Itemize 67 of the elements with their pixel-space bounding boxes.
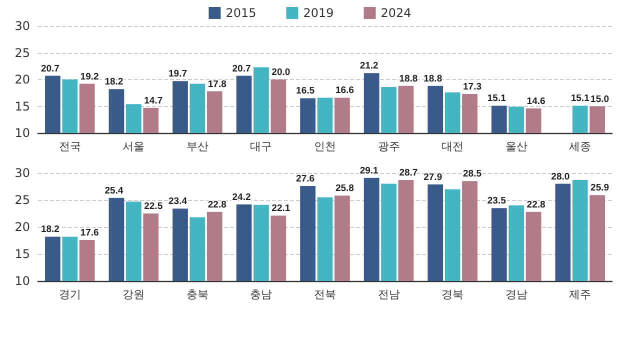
data-label: 20.7 [40,63,60,74]
x-tick-label: 울산 [505,140,528,153]
data-label: 14.7 [144,95,163,106]
legend-label: 2024 [380,6,412,20]
x-tick-label: 부산 [186,140,208,153]
y-tick-label: 30 [14,19,30,33]
y-tick-label: 20 [14,220,30,234]
x-tick-label: 강원 [122,288,145,301]
data-label: 14.6 [526,96,546,107]
data-label: 16.6 [335,85,354,96]
data-label: 22.5 [144,201,164,212]
data-label: 19.7 [168,68,187,80]
x-tick-label: 충남 [250,288,272,301]
data-label: 25.4 [104,185,124,196]
y-tick-label: 10 [14,274,30,288]
data-label: 18.8 [424,73,442,84]
x-tick-label: 전국 [58,140,81,153]
x-tick-label: 충북 [186,288,208,301]
data-label: 18.2 [40,224,60,236]
x-tick-label: 광주 [378,140,400,153]
x-tick-label: 전북 [314,288,336,301]
x-tick-label: 경북 [442,288,464,301]
x-tick-label: 경기 [58,288,81,301]
data-label: 17.6 [80,227,99,238]
x-tick-label: 세종 [569,140,592,153]
y-tick-label: 15 [14,99,30,114]
x-tick-label: 대전 [442,140,464,153]
data-label: 16.5 [296,86,316,97]
data-label: 25.9 [590,182,610,194]
data-label: 23.4 [168,196,188,208]
legend-label: 2015 [226,6,256,20]
legend-label: 2019 [303,6,334,20]
x-tick-label: 전남 [378,288,400,301]
y-tick-label: 15 [14,247,30,261]
x-tick-label: 경남 [505,288,528,301]
data-label: 21.2 [360,60,378,72]
y-tick-label: 25 [14,193,30,207]
data-label: 15.0 [590,94,610,105]
x-tick-label: 인천 [314,140,336,153]
data-label: 20.7 [232,63,251,74]
y-tick-label: 20 [14,72,30,86]
y-tick-label: 10 [14,126,30,140]
data-label: 25.8 [335,183,354,194]
data-label: 19.2 [80,71,99,82]
data-label: 24.2 [232,192,251,203]
data-label: 22.8 [526,199,546,210]
data-label: 18.2 [104,76,124,88]
data-label: 20.0 [272,67,290,78]
data-label: 17.3 [463,81,482,92]
data-label: 22.8 [208,199,226,210]
data-label: 27.9 [424,172,442,183]
data-label: 28.7 [399,168,418,179]
data-label: 29.1 [360,165,380,176]
data-label: 15.1 [487,93,507,104]
data-label: 17.8 [208,78,226,90]
data-label: 27.6 [296,173,315,184]
y-tick-label: 30 [14,166,30,180]
data-label: 28.0 [551,171,570,182]
data-label: 28.5 [463,168,482,180]
data-label: 15.1 [570,93,590,104]
data-label: 18.8 [399,73,418,84]
x-tick-label: 대구 [250,140,272,153]
x-tick-label: 서울 [122,140,145,153]
data-label: 22.1 [272,203,291,214]
data-label: 23.5 [487,196,507,207]
y-tick-label: 25 [14,46,30,60]
x-tick-label: 제주 [569,288,592,301]
